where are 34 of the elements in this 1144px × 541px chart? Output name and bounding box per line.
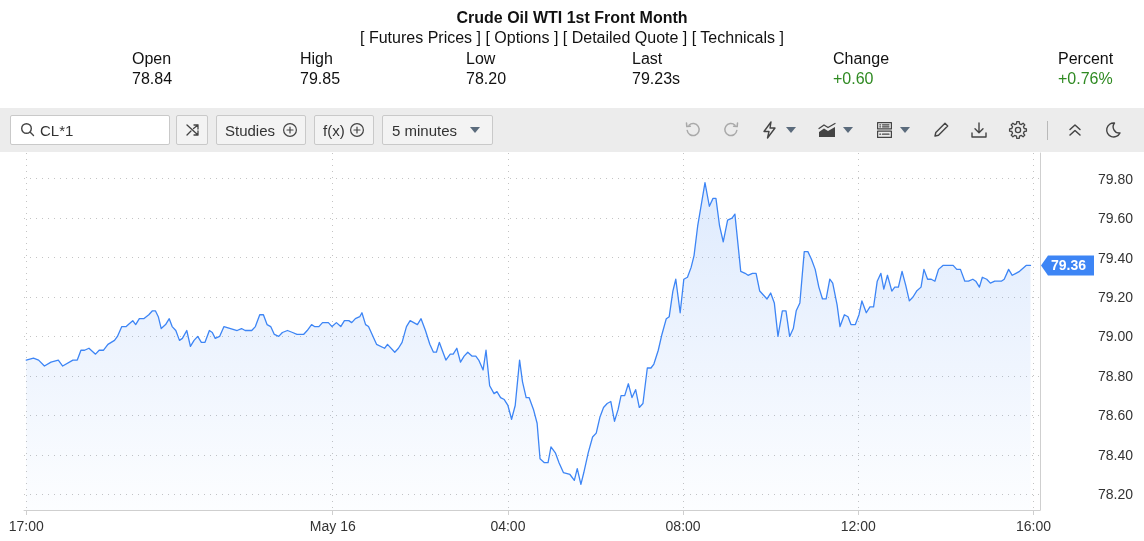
y-tick-label: 79.60 xyxy=(1098,210,1134,227)
y-tick-label: 78.80 xyxy=(1098,367,1134,384)
text: Open xyxy=(132,50,172,67)
text: +0.60 xyxy=(833,70,874,87)
text: Percent xyxy=(1058,50,1114,67)
text: High xyxy=(300,50,333,67)
x-tick-label: 16:00 xyxy=(1015,518,1052,534)
text: 78.84 xyxy=(132,70,173,87)
y-tick-label: 78.60 xyxy=(1098,407,1134,424)
y-tick-label: 79.40 xyxy=(1098,249,1134,266)
y-tick-label: 79.80 xyxy=(1098,170,1134,187)
x-tick-label: 08:00 xyxy=(665,518,701,534)
text: Change xyxy=(833,50,890,67)
interval-dropdown: 5 minutes xyxy=(382,115,493,145)
text: Last xyxy=(632,50,663,67)
search-field: CL*1 xyxy=(10,115,170,145)
chart-subtitle: [ Futures Prices ] [ Options ] [ Detailed Quote ] [ Technicals ] xyxy=(360,29,784,46)
chart-title: Crude Oil WTI 1st Front Month xyxy=(456,9,688,26)
studies-button: Studies xyxy=(216,115,306,145)
formula-button: f(x) xyxy=(314,115,374,145)
text: +0.76% xyxy=(1058,70,1113,87)
x-tick-label: 04:00 xyxy=(490,518,526,534)
y-tick-label: 79.20 xyxy=(1098,288,1134,305)
text: Low xyxy=(466,50,496,67)
x-tick-label: 12:00 xyxy=(840,518,876,534)
text: 79.36 xyxy=(1051,257,1087,274)
y-tick-label: 79.00 xyxy=(1098,328,1134,345)
y-tick-label: 78.20 xyxy=(1098,486,1134,503)
y-tick-label: 78.40 xyxy=(1098,446,1134,463)
x-tick-label: 17:00 xyxy=(8,518,44,534)
text: 79.85 xyxy=(300,70,341,87)
x-tick-label: May 16 xyxy=(309,518,356,534)
text: 79.23s xyxy=(632,70,681,87)
text: 78.20 xyxy=(466,70,507,87)
